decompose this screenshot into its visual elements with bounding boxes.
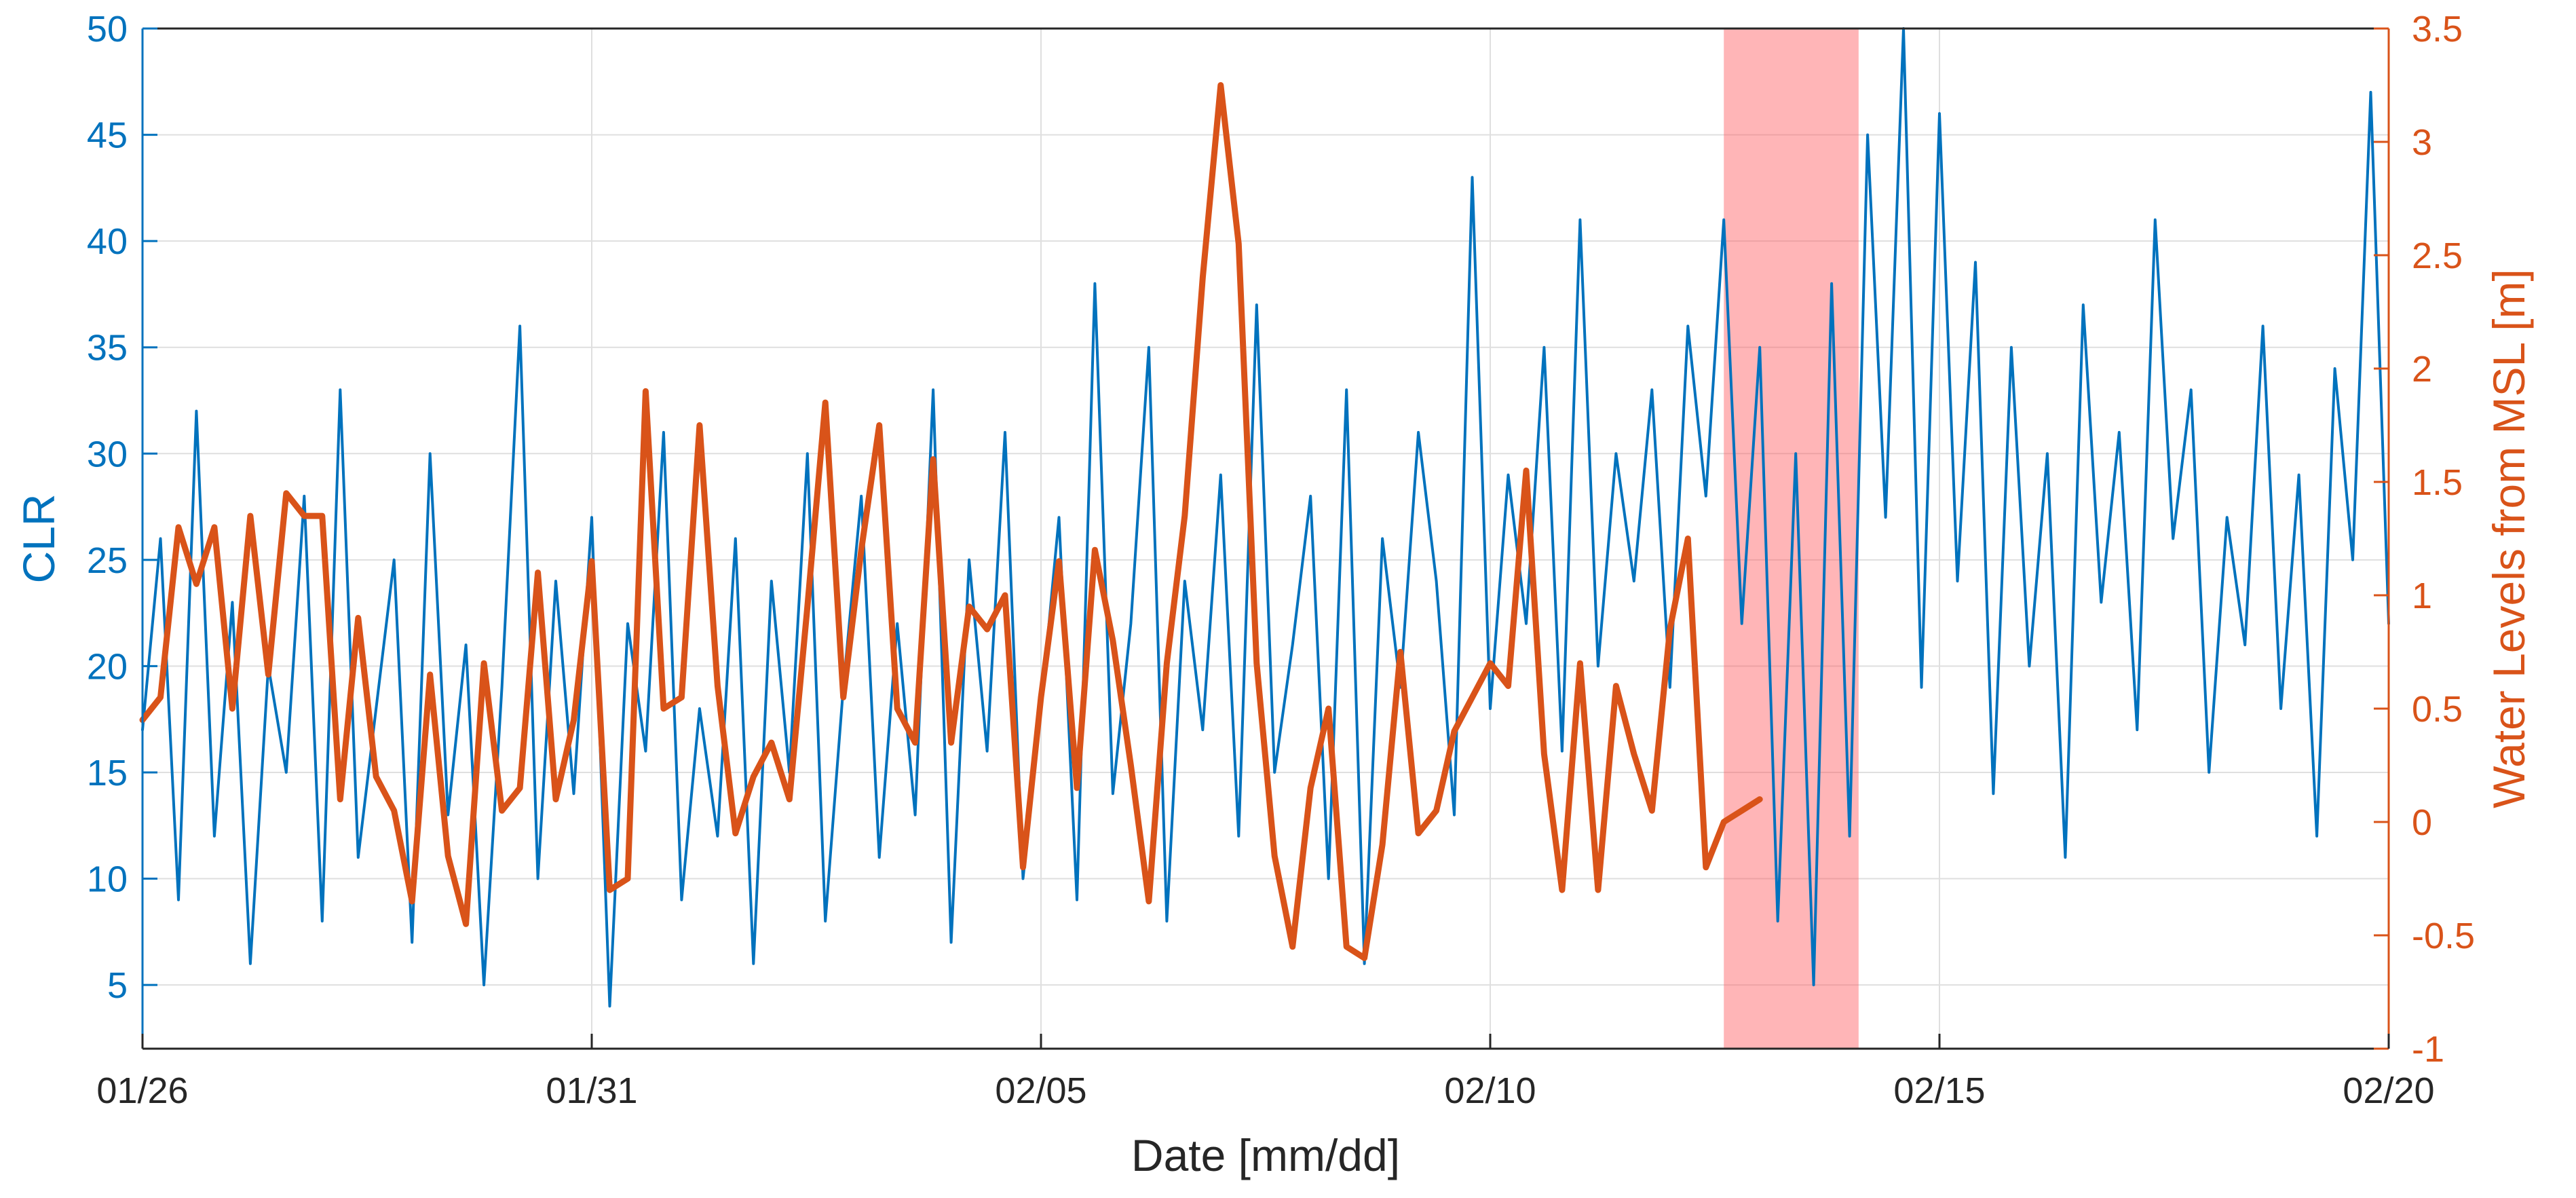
right-tick-label: 1.5 xyxy=(2412,462,2463,503)
left-tick-label: 40 xyxy=(87,221,128,262)
right-tick-label: 2.5 xyxy=(2412,236,2463,276)
right-axis-ticks: -1 -0.5 0 0.5 1 1.5 2 2.5 3 3.5 xyxy=(2374,9,2475,1070)
left-tick-label: 5 xyxy=(107,965,128,1006)
left-tick-label: 15 xyxy=(87,753,128,793)
left-tick-label: 20 xyxy=(87,646,128,687)
left-tick-label: 10 xyxy=(87,859,128,900)
left-tick-label: 30 xyxy=(87,434,128,474)
y-axis-label-left: CLR xyxy=(14,493,64,583)
x-axis-ticks: 01/26 01/31 02/05 02/10 02/15 02/20 xyxy=(96,1034,2435,1111)
x-tick-label: 02/10 xyxy=(1444,1070,1536,1111)
left-tick-label: 50 xyxy=(87,9,128,50)
left-tick-label: 35 xyxy=(87,328,128,369)
y-axis-label-right: Water Levels from MSL [m] xyxy=(2484,269,2534,808)
series-line-water-level xyxy=(139,82,1763,961)
right-tick-label: 0 xyxy=(2412,802,2432,843)
x-axis-label: Date [mm/dd] xyxy=(1131,1130,1400,1180)
right-tick-label: 1 xyxy=(2412,576,2432,616)
right-tick-label: -0.5 xyxy=(2412,916,2475,956)
x-tick-label: 02/20 xyxy=(2343,1070,2434,1111)
left-tick-label: 45 xyxy=(87,115,128,156)
x-tick-label: 01/26 xyxy=(96,1070,188,1111)
right-tick-label: 3 xyxy=(2412,122,2432,163)
right-tick-label: 2 xyxy=(2412,349,2432,390)
x-tick-label: 01/31 xyxy=(546,1070,637,1111)
x-tick-label: 02/15 xyxy=(1893,1070,1985,1111)
series-layer xyxy=(139,27,2390,1008)
series-line-clr xyxy=(141,27,2390,1008)
left-tick-label: 25 xyxy=(87,540,128,581)
x-tick-label: 02/05 xyxy=(995,1070,1086,1111)
right-tick-label: 3.5 xyxy=(2412,9,2463,50)
left-axis-ticks: 5 10 15 20 25 30 35 40 45 50 xyxy=(87,9,157,1006)
right-tick-label: -1 xyxy=(2412,1029,2444,1070)
right-tick-label: 0.5 xyxy=(2412,689,2463,730)
